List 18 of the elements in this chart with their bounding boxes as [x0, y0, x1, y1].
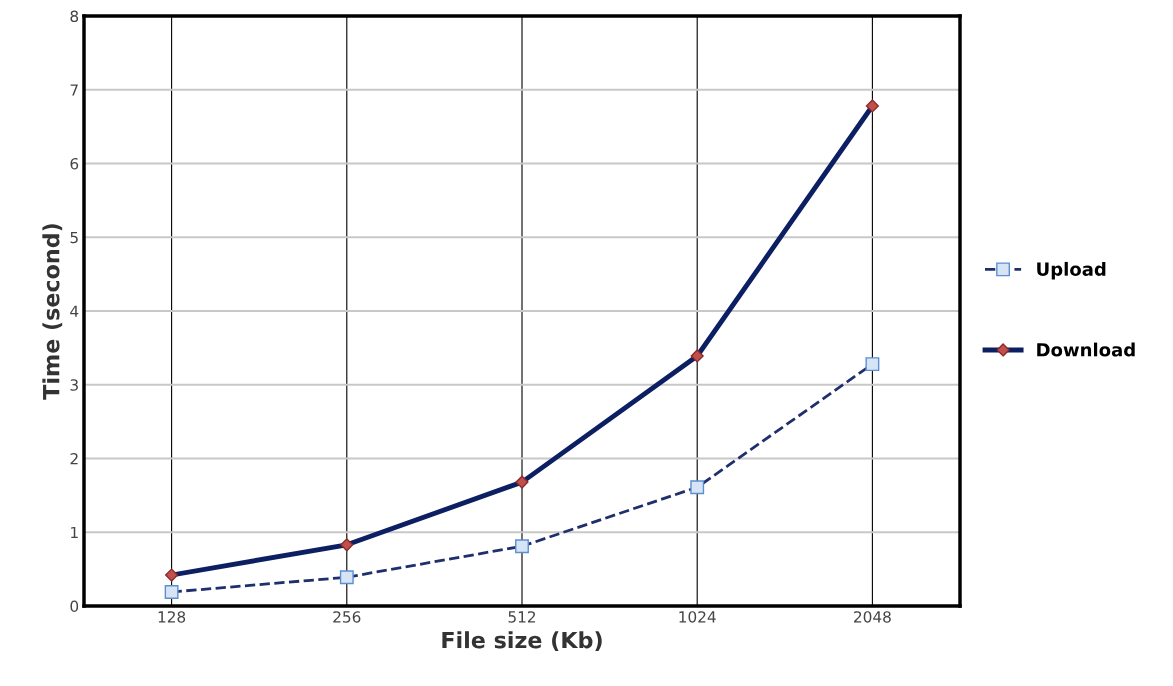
y-tick-label: 5 — [70, 231, 78, 244]
x-tick-label: 128 — [158, 611, 186, 623]
y-tick-label: 7 — [70, 84, 78, 96]
x-tick-label: 512 — [508, 611, 536, 623]
y-tick-label: 2 — [70, 452, 78, 465]
y-tick-label: 8 — [70, 10, 79, 23]
x-tick-label: 2048 — [854, 611, 891, 623]
y-tick-label: 1 — [71, 526, 78, 539]
y-axis-title: Time (second) — [42, 224, 63, 400]
legend-label: Upload — [1037, 261, 1106, 280]
y-tick-label: 4 — [70, 305, 79, 317]
y-tick-label: 3 — [70, 379, 78, 391]
x-tick-label: 256 — [333, 611, 361, 623]
x-axis-title: File size (Kb) — [442, 631, 602, 652]
y-tick-label: 0 — [70, 600, 79, 613]
x-tick-label: 1024 — [679, 611, 716, 623]
y-tick-label: 6 — [70, 157, 79, 170]
legend-label: Download — [1037, 342, 1135, 357]
